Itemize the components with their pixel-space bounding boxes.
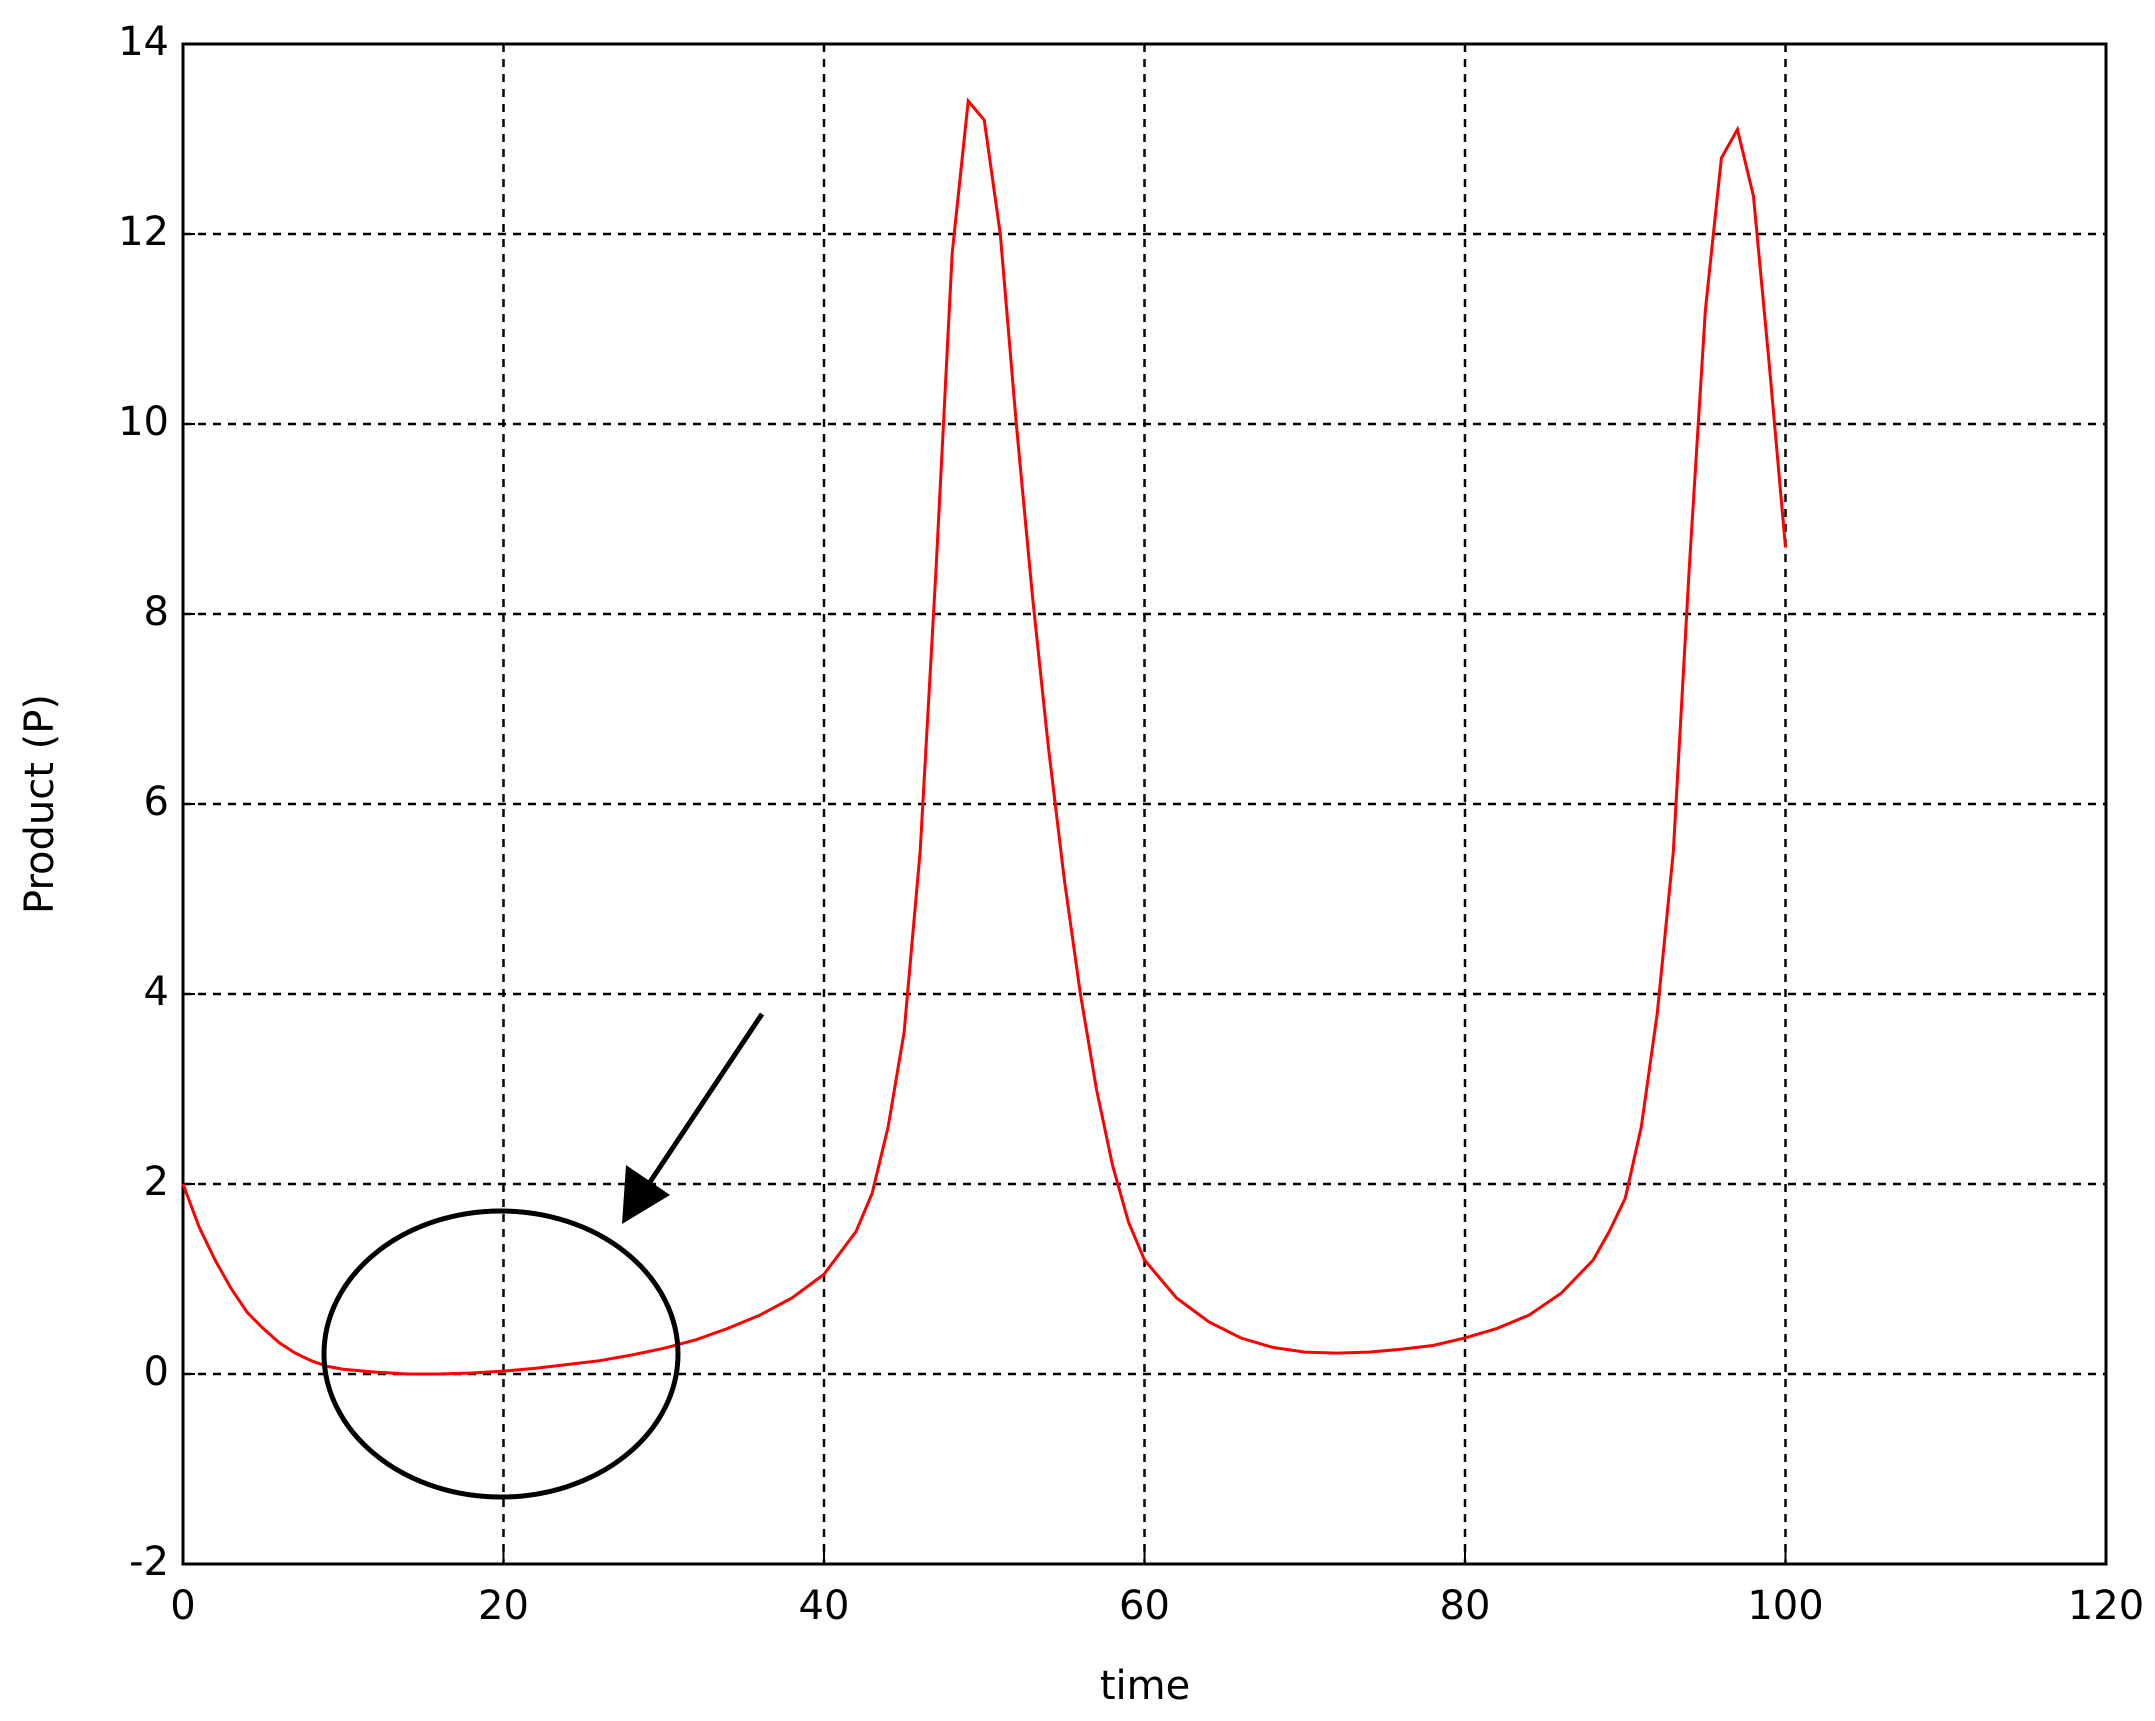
annotation-ellipse xyxy=(321,1208,681,1500)
plot-frame xyxy=(181,42,2108,1566)
y-tick-label: 8 xyxy=(144,589,169,635)
y-tick-label: 2 xyxy=(144,1159,169,1205)
x-tick-label: 80 xyxy=(1440,1583,1491,1629)
y-axis-label: Product (P) xyxy=(17,694,63,914)
y-tick-label: 12 xyxy=(118,209,169,255)
annotation-arrow xyxy=(645,1012,765,1187)
y-tick-label: 10 xyxy=(118,399,169,445)
y-tick-label: 4 xyxy=(144,969,169,1015)
data-line xyxy=(181,97,1787,1376)
y-tick-label: 6 xyxy=(144,779,169,825)
y-tick-label: 14 xyxy=(118,19,169,65)
x-tick-label: 120 xyxy=(2068,1583,2144,1629)
x-tick-label: 60 xyxy=(1119,1583,1170,1629)
x-tick-label: 20 xyxy=(478,1583,529,1629)
x-tick-label: 100 xyxy=(1747,1583,1823,1629)
x-tick-label: 0 xyxy=(170,1583,195,1629)
x-tick-label: 40 xyxy=(799,1583,850,1629)
annotation-arrowhead xyxy=(622,1165,670,1224)
y-tick-label: -2 xyxy=(129,1539,169,1585)
y-tick-label: 0 xyxy=(144,1349,169,1395)
x-axis-label: time xyxy=(1100,1663,1190,1709)
